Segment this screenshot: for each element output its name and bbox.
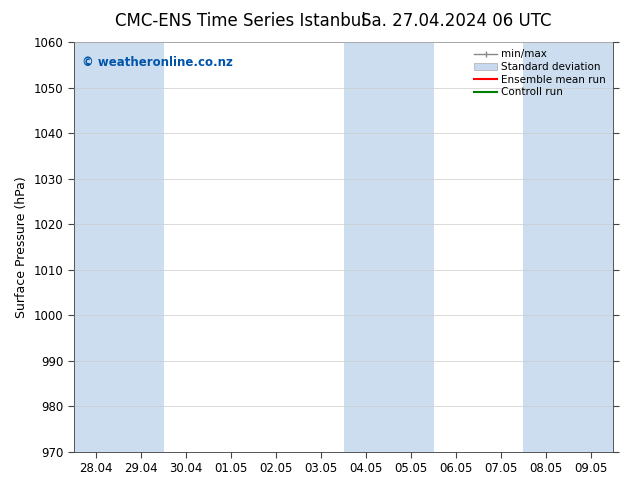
Bar	[74, 42, 164, 452]
Y-axis label: Surface Pressure (hPa): Surface Pressure (hPa)	[15, 176, 28, 318]
Legend: min/max, Standard deviation, Ensemble mean run, Controll run: min/max, Standard deviation, Ensemble me…	[472, 47, 608, 99]
Bar	[344, 42, 434, 452]
Text: © weatheronline.co.nz: © weatheronline.co.nz	[82, 56, 233, 70]
Bar	[524, 42, 614, 452]
Text: Sa. 27.04.2024 06 UTC: Sa. 27.04.2024 06 UTC	[361, 12, 552, 30]
Text: CMC-ENS Time Series Istanbul: CMC-ENS Time Series Istanbul	[115, 12, 366, 30]
